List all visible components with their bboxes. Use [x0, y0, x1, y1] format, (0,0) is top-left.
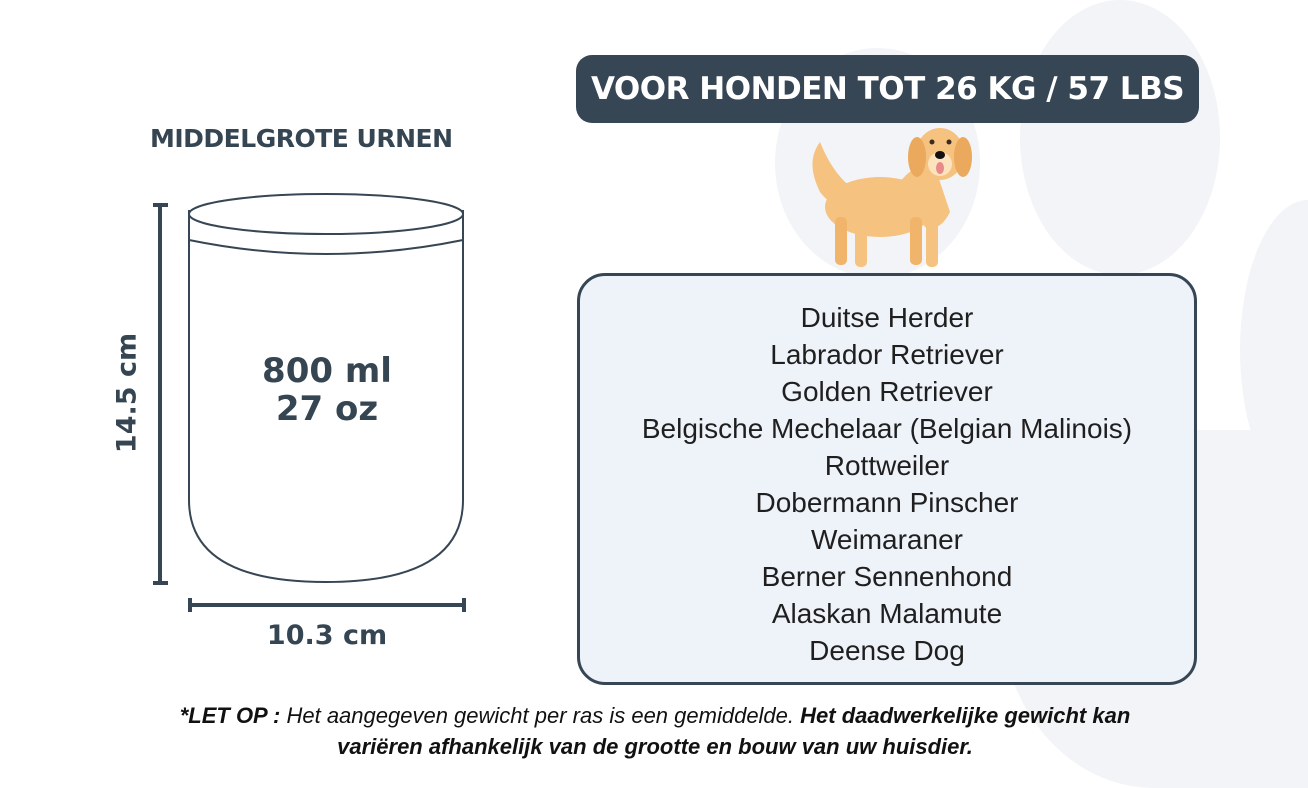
jar-lid: [188, 210, 464, 255]
breed-item: Alaskan Malamute: [771, 598, 1003, 629]
height-label: 14.5 cm: [111, 332, 143, 454]
breed-item: Labrador Retriever: [770, 339, 1004, 370]
note-bold-text: Het daadwerkelijke gewicht kan variëren …: [337, 703, 1131, 759]
capacity-ml: 800 ml: [262, 351, 392, 391]
capacity-oz: 27 oz: [275, 389, 379, 429]
dog-icon: [812, 128, 972, 267]
breed-item: Berner Sennenhond: [761, 561, 1013, 592]
jar-capacity: 800 ml 27 oz: [190, 352, 464, 428]
breed-item: Deense Dog: [809, 635, 965, 666]
jar-lid-top: [188, 193, 464, 235]
jar-diagram: [153, 193, 466, 612]
disclaimer-note: *LET OP : Het aangegeven gewicht per ras…: [150, 700, 1160, 762]
breed-item: Duitse Herder: [800, 302, 974, 333]
breed-item: Belgische Mechelaar (Belgian Malinois): [641, 413, 1133, 444]
jar-body: [188, 222, 464, 584]
breed-item: Weimaraner: [811, 524, 963, 555]
breed-item: Dobermann Pinscher: [755, 487, 1019, 518]
width-label: 10.3 cm: [266, 620, 388, 651]
breed-list: Duitse Herder Labrador Retriever Golden …: [577, 273, 1197, 685]
note-prefix: *LET OP :: [179, 703, 281, 728]
paw-watermark-toe: [1020, 0, 1220, 275]
product-subtitle: MIDDELGROTE URNEN: [150, 124, 453, 153]
weight-badge: VOOR HONDEN TOT 26 KG / 57 LBS: [576, 55, 1199, 123]
breed-item: Golden Retriever: [781, 376, 993, 407]
note-text: Het aangegeven gewicht per ras is een ge…: [280, 703, 801, 728]
breed-item: Rottweiler: [824, 450, 950, 481]
